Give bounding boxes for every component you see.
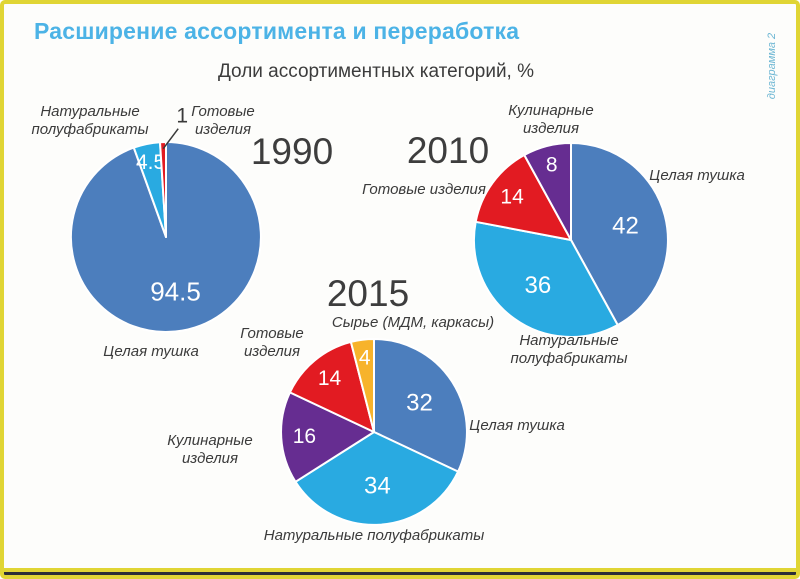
value-label: 94.5: [150, 276, 201, 306]
pie-slice: [473, 220, 619, 338]
slice-label-2015-carcass: Целая тушка: [469, 417, 565, 434]
slice-label-1990-ready: Готовые изделия: [191, 103, 255, 138]
slice-label-2010-natural: Натуральные полуфабрикаты: [510, 332, 628, 367]
photo-bottom-edge: [4, 572, 796, 575]
value-label: 34: [364, 472, 391, 499]
leader-line: [162, 128, 179, 150]
value-label: 14: [500, 186, 524, 209]
slice-label-2010-carcass: Целая тушка: [649, 167, 745, 184]
value-label: 4: [359, 347, 371, 370]
pie-slice: [474, 154, 572, 241]
value-label: 42: [612, 213, 639, 240]
pie-slice: [570, 142, 669, 326]
slice-label-2015-natural: Натуральные полуфабрикаты: [263, 527, 485, 544]
pie-2015: 32 34 16 14 4: [280, 337, 468, 526]
slice-label-2015-ready: Готовые изделия: [240, 325, 304, 360]
pie-slice: [159, 141, 167, 238]
value-label: 8: [546, 153, 558, 176]
year-label-2010: 2010: [406, 130, 490, 171]
pie-2010: 42 36 14 8: [473, 142, 669, 338]
year-label-2015: 2015: [326, 273, 410, 314]
slice-label-2010-culinary: Кулинарные изделия: [508, 102, 594, 137]
slice-label-2015-culinary: Кулинарные изделия: [167, 432, 253, 467]
pie-slice: [373, 338, 468, 473]
pie-slice: [280, 391, 375, 483]
value-label: 1: [176, 105, 188, 128]
pie-1990: 94.5 4.5 1: [70, 105, 262, 333]
value-label: 14: [318, 367, 342, 390]
slice-label-1990-natural: Натуральные полуфабрикаты: [31, 103, 149, 138]
value-label: 36: [525, 272, 552, 299]
value-label: 4.5: [136, 151, 165, 174]
pie-slice: [288, 340, 375, 433]
pie-slice: [349, 337, 375, 433]
frame-bottom-line: [4, 568, 796, 572]
pies-canvas: 94.5 4.5 1 42 36 14 8 32 34 16 14 4: [70, 105, 669, 526]
pie-slice: [523, 142, 572, 241]
pie-slice: [294, 431, 460, 526]
value-label: 32: [406, 390, 433, 417]
slice-label-2015-raw: Сырье (МДМ, каркасы): [331, 314, 495, 331]
slice-label-2010-ready: Готовые изделия: [362, 181, 486, 198]
chart-subtitle: Доли ассортиментных категорий, %: [217, 61, 535, 82]
slice-label-1990-carcass: Целая тушка: [103, 343, 199, 360]
value-label: 16: [293, 425, 316, 448]
year-label-1990: 1990: [250, 131, 334, 172]
page-title: Расширение ассортимента и переработка: [34, 18, 520, 44]
